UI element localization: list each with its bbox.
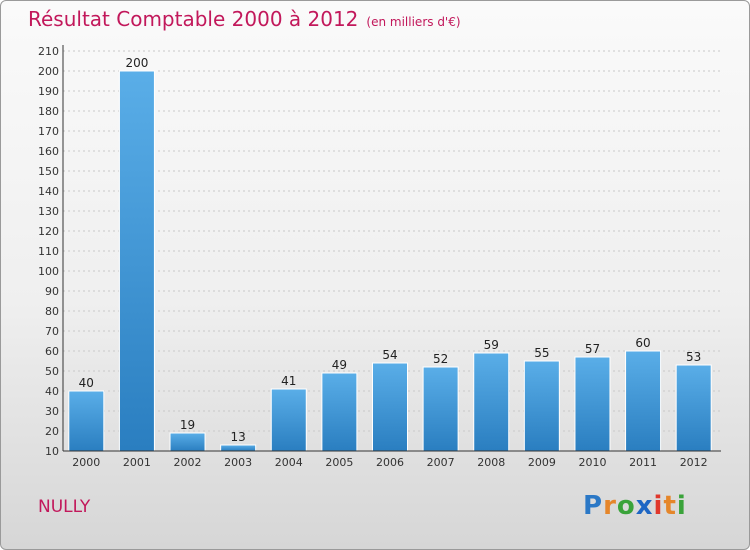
y-tick-label: 200: [38, 65, 59, 78]
x-tick-label-2011: 2011: [629, 456, 657, 469]
y-tick-label: 160: [38, 145, 59, 158]
value-label-2011: 60: [635, 336, 650, 350]
value-labels: 40 200 19 13 41 49 54 52 59 55 57 60 53: [79, 56, 702, 444]
value-label-2004: 41: [281, 374, 296, 388]
bar-2000: [68, 390, 105, 452]
x-tick-label-2006: 2006: [376, 456, 404, 469]
x-tick-label-2009: 2009: [528, 456, 556, 469]
value-label-2008: 59: [484, 338, 499, 352]
bar-2012: [675, 364, 712, 452]
value-label-2000: 40: [79, 376, 94, 390]
y-tick-label: 130: [38, 205, 59, 218]
bar-2002: [169, 432, 206, 452]
value-label-2002: 19: [180, 418, 195, 432]
x-tick-label-2005: 2005: [325, 456, 353, 469]
y-tick-label: 180: [38, 105, 59, 118]
y-tick-label: 150: [38, 165, 59, 178]
bar-2009: [523, 360, 560, 452]
y-tick-label: 20: [45, 425, 59, 438]
logo-letter: r: [603, 491, 617, 521]
y-tick-label: 90: [45, 285, 59, 298]
x-axis-ticks: 2000 2001 2002 2003 2004 2005 2006 2007 2008 2009…: [72, 456, 707, 469]
value-label-2001: 200: [125, 56, 148, 70]
y-tick-label: 50: [45, 365, 59, 378]
logo-letter: x: [635, 491, 654, 521]
value-label-2012: 53: [686, 350, 701, 364]
bar-2008: [473, 352, 510, 452]
y-tick-label: 190: [38, 85, 59, 98]
x-tick-label-2000: 2000: [72, 456, 100, 469]
y-tick-label: 100: [38, 265, 59, 278]
chart-title-text: Résultat Comptable 2000 à 2012: [28, 7, 359, 31]
value-label-2010: 57: [585, 342, 600, 356]
bar-2003: [220, 444, 257, 452]
y-tick-label: 80: [45, 305, 59, 318]
y-axis-ticks: 10 20 30 40 50 60 70 80 90 100 110 120 130 140 150 160 1…: [38, 45, 59, 458]
x-tick-label-2004: 2004: [275, 456, 303, 469]
x-tick-label-2010: 2010: [578, 456, 606, 469]
x-tick-label-2002: 2002: [174, 456, 202, 469]
bar-2007: [422, 366, 459, 452]
chart-title: Résultat Comptable 2000 à 2012 (en millie…: [28, 7, 461, 31]
y-tick-label: 60: [45, 345, 59, 358]
value-label-2006: 54: [382, 348, 397, 362]
y-tick-label: 140: [38, 185, 59, 198]
y-tick-label: 110: [38, 245, 59, 258]
value-label-2003: 13: [231, 430, 246, 444]
bar-2011: [625, 350, 662, 452]
y-tick-label: 120: [38, 225, 59, 238]
logo-letter: i: [653, 491, 664, 521]
y-tick-label: 10: [45, 445, 59, 458]
logo-letter: P: [583, 491, 604, 521]
value-label-2005: 49: [332, 358, 347, 372]
logo-letter: i: [676, 491, 687, 521]
chart-unit: (en milliers d'€): [366, 15, 461, 29]
x-tick-label-2007: 2007: [427, 456, 455, 469]
x-tick-label-2003: 2003: [224, 456, 252, 469]
x-tick-label-2012: 2012: [680, 456, 708, 469]
bar-2001: [118, 70, 155, 452]
axes: [62, 45, 721, 452]
proxiti-logo: Proxiti: [583, 491, 687, 521]
y-tick-label: 40: [45, 385, 59, 398]
logo-letter: o: [616, 491, 636, 521]
y-tick-label: 210: [38, 45, 59, 58]
y-tick-label: 30: [45, 405, 59, 418]
y-tick-label: 70: [45, 325, 59, 338]
x-tick-label-2008: 2008: [477, 456, 505, 469]
bar-2006: [372, 362, 408, 452]
logo-letter: t: [663, 491, 677, 521]
x-tick-label-2001: 2001: [123, 456, 151, 469]
value-label-2007: 52: [433, 352, 448, 366]
bars: [68, 70, 712, 452]
bar-2010: [574, 356, 611, 452]
bar-2004: [270, 388, 307, 452]
commune-name: NULLY: [38, 497, 91, 517]
y-tick-label: 170: [38, 125, 59, 138]
value-label-2009: 55: [534, 346, 549, 360]
bar-2005: [321, 372, 358, 452]
